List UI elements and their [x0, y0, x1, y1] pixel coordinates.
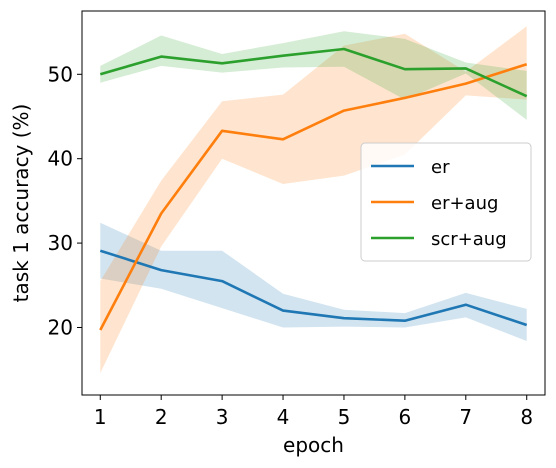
series-band-0	[100, 222, 527, 341]
series-line-1	[99, 62, 528, 331]
legend-label-1: er+aug	[431, 193, 498, 214]
x-axis-ticks: 1 2 3 4 5 6 7 8	[94, 395, 533, 429]
y-tick-label: 20	[48, 315, 73, 339]
x-tick-label: 5	[338, 405, 351, 429]
y-axis-label: task 1 accuracy (%)	[9, 104, 33, 303]
plot-frame	[81, 10, 546, 396]
series-band-2	[100, 31, 527, 120]
legend-label-0: er	[431, 157, 450, 178]
series-line-2	[99, 47, 528, 98]
y-tick-label: 30	[48, 231, 73, 255]
x-tick-label: 6	[399, 405, 412, 429]
legend-label-2: scr+aug	[431, 229, 507, 250]
x-tick-label: 3	[216, 405, 229, 429]
y-axis-ticks: 20 30 40 50	[48, 62, 82, 339]
x-tick-label: 8	[520, 405, 533, 429]
x-tick-label: 1	[94, 405, 107, 429]
x-tick-label: 2	[155, 405, 168, 429]
series-line-0	[99, 249, 528, 327]
series-band-1	[100, 26, 527, 374]
series-lines	[99, 47, 528, 331]
x-tick-label: 7	[459, 405, 472, 429]
legend-box	[360, 142, 532, 262]
x-axis-label: epoch	[283, 433, 344, 457]
confidence-bands	[100, 26, 527, 374]
y-tick-label: 50	[48, 62, 73, 86]
x-tick-label: 4	[277, 405, 290, 429]
y-tick-label: 40	[48, 147, 73, 171]
legend: er er+aug scr+aug	[360, 142, 532, 262]
